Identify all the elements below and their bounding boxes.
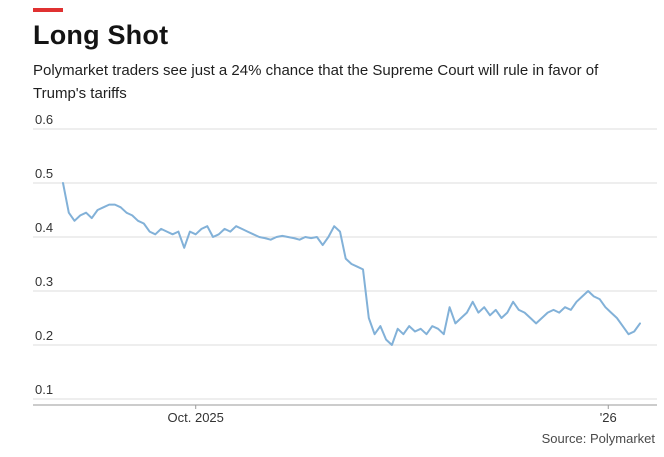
y-axis-tick-label: 0.4 xyxy=(35,220,53,235)
y-axis-tick-label: 0.1 xyxy=(35,382,53,397)
accent-bar xyxy=(33,8,63,12)
y-axis-tick-label: 0.6 xyxy=(35,112,53,127)
chart-subtitle: Polymarket traders see just a 24% chance… xyxy=(33,62,599,102)
source-attribution: Source: Polymarket xyxy=(541,431,655,446)
y-axis-tick-label: 0.2 xyxy=(35,328,53,343)
x-axis-tick-label: '26 xyxy=(600,410,617,425)
y-axis-tick-label: 0.5 xyxy=(35,166,53,181)
page-title: Long Shot xyxy=(33,20,169,50)
y-axis-tick-label: 0.3 xyxy=(35,274,53,289)
x-axis-tick-label: Oct. 2025 xyxy=(168,410,224,425)
probability-line xyxy=(62,182,641,346)
